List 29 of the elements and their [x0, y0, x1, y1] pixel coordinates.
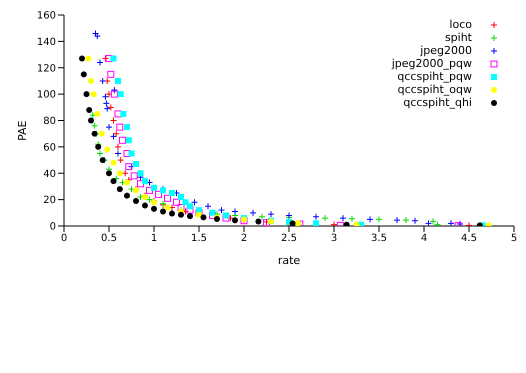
y-tick-label: 120 — [36, 63, 56, 74]
x-tick-label: 1 — [150, 233, 158, 244]
x-tick-label: 5 — [510, 233, 518, 244]
x-tick-label: 2.5 — [281, 233, 297, 244]
x-tick-label: 1.5 — [191, 233, 207, 244]
x-axis-title: rate — [278, 254, 300, 267]
y-tick-label: 160 — [36, 10, 56, 22]
y-tick-label: 140 — [36, 36, 56, 48]
x-tick-label: 0 — [60, 233, 68, 244]
legend-label: qccspiht_oqw — [398, 83, 472, 96]
legend-label: qccspiht_pqw — [397, 70, 472, 83]
legend-label: jpeg2000_pqw — [392, 57, 472, 70]
y-tick-label: 100 — [36, 90, 56, 101]
y-axis-title: PAE — [16, 120, 29, 141]
y-tick-label: 0 — [50, 222, 56, 233]
y-tick-label: 20 — [43, 195, 56, 206]
x-tick-label: 0.5 — [101, 233, 117, 244]
x-tick-label: 3 — [330, 233, 338, 244]
x-tick-label: 4.5 — [461, 233, 477, 244]
y-tick-label: 60 — [43, 142, 56, 154]
legend-label: qccspiht_qhi — [403, 96, 472, 109]
x-tick-label: 2 — [240, 233, 248, 244]
legend-label: spiht — [444, 31, 472, 44]
y-tick-label: 40 — [43, 168, 56, 180]
y-tick-label: 80 — [43, 116, 56, 128]
x-tick-label: 3.5 — [371, 233, 387, 244]
x-tick-label: 4 — [420, 233, 428, 244]
legend-label: loco — [449, 18, 472, 31]
legend-label: jpeg2000 — [420, 44, 472, 57]
